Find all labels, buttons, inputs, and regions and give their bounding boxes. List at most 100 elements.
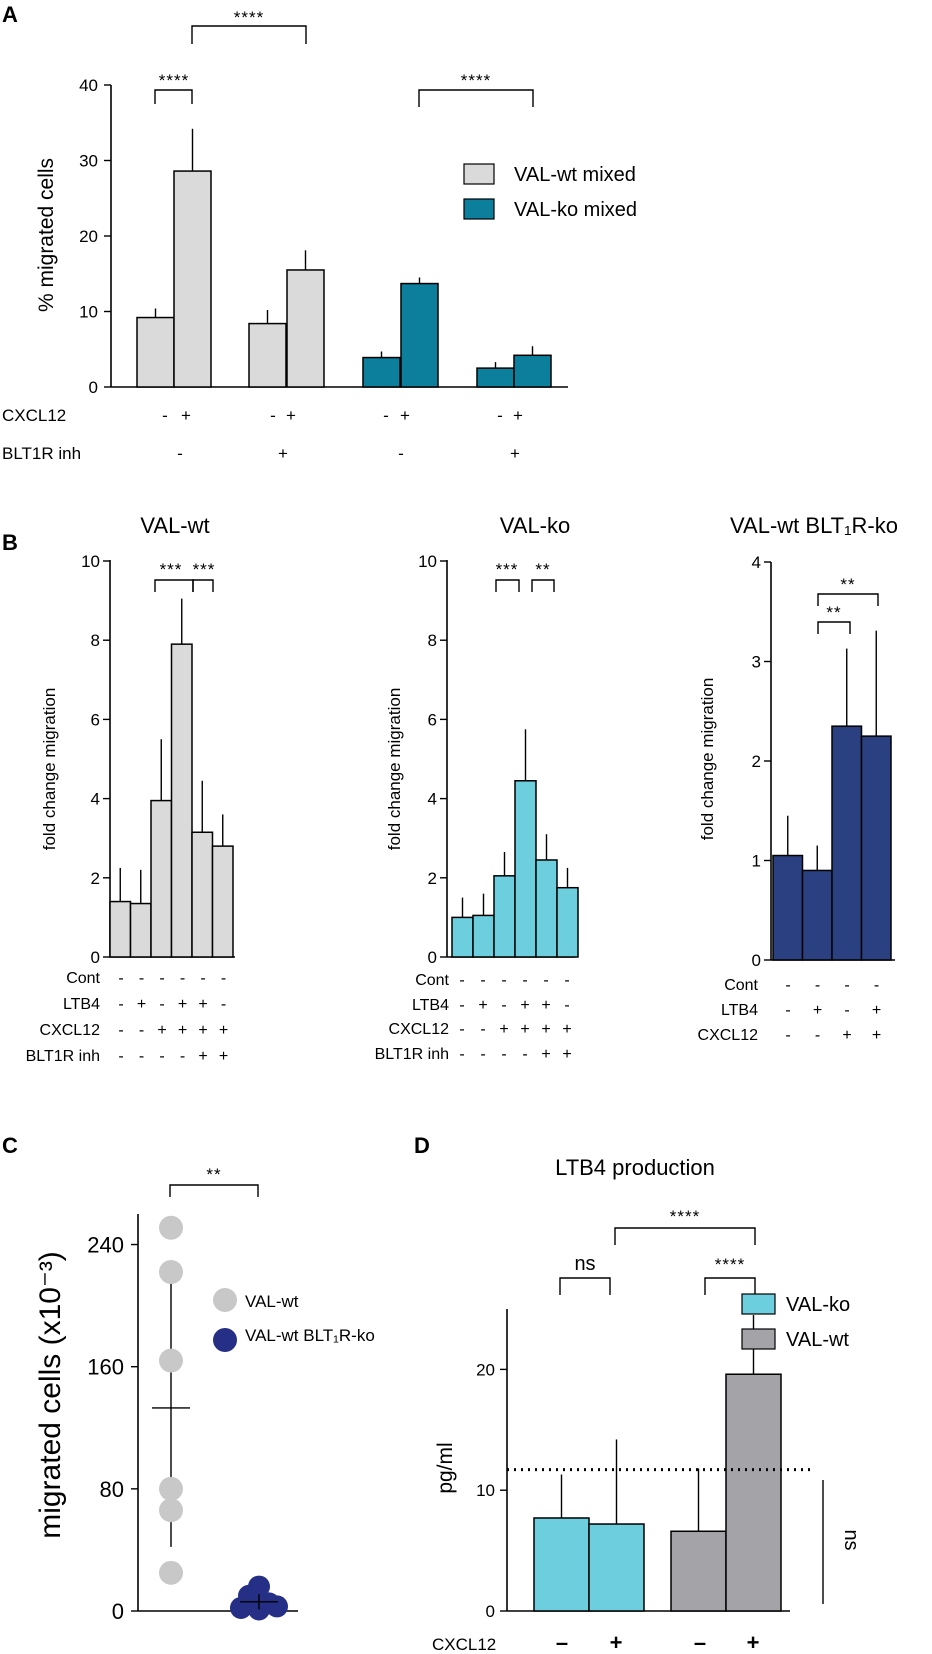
panel-b1-bracket-2 <box>192 579 214 592</box>
panel-b2-cell-3-3: - <box>522 1046 527 1063</box>
panel-b3-bar-2 <box>831 725 863 961</box>
panel-a-cxcl12-7: + <box>513 406 523 425</box>
panel-b1-cell-0-2: - <box>159 970 164 987</box>
panel-b3-cell-2-2: + <box>842 1027 851 1044</box>
panel-a-cxcl12-1: + <box>181 406 191 425</box>
panel-b1-ytick-label-2: 4 <box>91 790 100 809</box>
panel-b2-bar-3 <box>514 780 537 958</box>
panel-b1-cell-1-0: - <box>118 996 123 1013</box>
panel-letter-b: B <box>2 530 18 555</box>
panel-d-bracket-outer <box>614 1227 756 1245</box>
panel-a-sig-3: **** <box>461 71 491 90</box>
panel-d-bar-2 <box>670 1530 727 1612</box>
panel-b2-bar-2 <box>493 875 516 958</box>
panel-b3-row-label-2: CXCL12 <box>698 1027 759 1044</box>
panel-b1-ylabel: fold change migration <box>40 688 59 851</box>
panel-a-blt1r-2: - <box>398 444 404 463</box>
panel-a-ylabel: % migrated cells <box>35 158 58 312</box>
panel-d-ytick-label-1: 10 <box>476 1481 495 1500</box>
panel-b1-chart: VAL-wt fold change migration 0 2 4 6 8 10 ***… <box>26 513 235 1065</box>
panel-c-val-wt-point-4 <box>159 1498 183 1523</box>
panel-b1-row-label-1: LTB4 <box>63 996 100 1013</box>
panel-b1-ytick-label-4: 8 <box>91 631 100 650</box>
panel-b3-cell-0-3: - <box>874 977 879 994</box>
panel-c-val-wt-point-3 <box>159 1476 183 1501</box>
panel-c-ytick-label-2: 160 <box>87 1355 124 1380</box>
panel-b2-row-label-2: CXCL12 <box>389 1021 450 1038</box>
panel-d-sig-ns-top: ns <box>574 1253 595 1275</box>
panel-b3-cell-1-3: + <box>872 1002 881 1019</box>
panel-a-bar-4 <box>362 356 401 388</box>
panel-c-val-wt-point-0 <box>159 1215 183 1240</box>
panel-a-sig-1: **** <box>159 71 189 90</box>
panel-b2-cell-2-2: + <box>499 1021 508 1038</box>
panel-c-bracket <box>169 1184 259 1197</box>
panel-b1-cell-2-3: + <box>178 1022 187 1039</box>
panel-b3-ylabel: fold change migration <box>698 678 717 841</box>
panel-b1-cell-0-0: - <box>118 970 123 987</box>
panel-c-val-wt-point-1 <box>159 1260 183 1285</box>
legend-swatch-val-ko <box>741 1293 776 1315</box>
panel-c-ytick-label-3: 240 <box>87 1233 124 1258</box>
panel-a-sig-2: **** <box>234 8 264 27</box>
panel-d-ylabel: pg/ml <box>434 1442 457 1493</box>
panel-b3-ytick-label-3: 3 <box>752 653 761 672</box>
panel-b3-bar-3 <box>860 735 892 961</box>
panel-b2-cell-3-2: - <box>501 1046 506 1063</box>
legend-label-val-ko: VAL-ko <box>786 1294 850 1316</box>
panel-b1-cell-1-2: - <box>159 996 164 1013</box>
panel-b1-cell-2-2: + <box>157 1022 166 1039</box>
panel-letter-c: C <box>2 1133 18 1158</box>
panel-d-bracket-ns <box>559 1277 611 1295</box>
panel-b3-bar-0 <box>772 854 804 961</box>
panel-a-chart: % migrated cells 0 10 20 30 40 **** **** ***… <box>2 8 637 463</box>
panel-b1-row-label-0: Cont <box>66 970 100 987</box>
panel-b3-cell-1-2: - <box>844 1002 849 1019</box>
panel-b1-sig-2: *** <box>193 560 216 579</box>
panel-b2-cell-2-0: - <box>459 1021 464 1038</box>
panel-c-val-wt-point-5 <box>159 1560 183 1585</box>
panel-b3-title: VAL-wt BLT₁R-ko <box>730 513 898 538</box>
panel-a-ytick-label-3: 30 <box>79 152 98 171</box>
panel-a-cxcl12-3: + <box>286 406 296 425</box>
panel-b3-cell-2-3: + <box>872 1027 881 1044</box>
panel-b1-ytick-label-0: 0 <box>91 948 100 967</box>
panel-d-cxcl12-2: – <box>694 1630 706 1654</box>
panel-a-blt1r-0: - <box>177 444 183 463</box>
panel-b1-cell-2-1: - <box>139 1022 144 1039</box>
panel-b2-cell-0-1: - <box>480 972 485 989</box>
panel-b1-bar-1 <box>129 902 152 958</box>
panel-b2-bar-5 <box>556 886 579 958</box>
legend-swatch-val-wt-d <box>741 1328 776 1350</box>
legend-label-val-ko-mixed: VAL-ko mixed <box>514 199 637 221</box>
panel-a-cxcl12-4: - <box>383 406 389 425</box>
panel-b2-bar-1 <box>472 914 495 958</box>
panel-a-ytick-label-2: 20 <box>79 227 98 246</box>
panel-d-sig-inner: **** <box>715 1255 745 1274</box>
panel-a-bar-3 <box>286 269 325 388</box>
panel-d-cxcl12-3: + <box>747 1630 760 1654</box>
panel-b1-bar-2 <box>150 799 173 958</box>
legend-swatch-val-wt-mixed <box>463 163 495 185</box>
panel-a-bar-7 <box>513 354 552 388</box>
panel-a-cxcl12-6: - <box>497 406 503 425</box>
panel-d-bar-1 <box>588 1523 645 1612</box>
panel-b3-cell-2-1: - <box>815 1027 820 1044</box>
panel-b1-cell-0-4: - <box>200 970 205 987</box>
panel-c-val-wt-point-2 <box>159 1348 183 1373</box>
panel-a-bracket-1 <box>154 89 193 104</box>
panel-a-bar-0 <box>136 316 175 388</box>
panel-a-cxcl12-2: - <box>270 406 276 425</box>
panel-a-row-label-cxcl12: CXCL12 <box>2 406 66 425</box>
panel-d-bracket-inner <box>704 1277 756 1295</box>
panel-b2-row-label-1: LTB4 <box>412 997 449 1014</box>
panel-b3-cell-2-0: - <box>785 1027 790 1044</box>
panel-b3-chart: VAL-wt BLT₁R-ko fold change migration 0 1… <box>698 513 898 1044</box>
panel-b1-cell-3-1: - <box>139 1048 144 1065</box>
panel-a-ytick-label-0: 0 <box>89 378 98 397</box>
panel-b1-cell-2-4: + <box>198 1022 207 1039</box>
panel-d-cxcl12-0: – <box>556 1630 568 1654</box>
panel-b2-cell-3-0: - <box>459 1046 464 1063</box>
panel-b3-ytick-label-2: 2 <box>752 752 761 771</box>
